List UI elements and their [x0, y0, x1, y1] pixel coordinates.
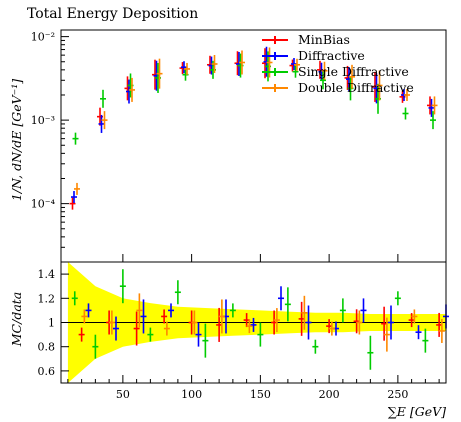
y-tick-label: 10⁻²: [31, 31, 55, 44]
x-tick-label: 150: [250, 388, 271, 401]
ratio-panel: 0.6 0.8 1 1.2 1.4 50 100 150 200 250: [38, 261, 449, 401]
y-tick-label: 10⁻⁴: [31, 198, 56, 211]
x-axis-label: ∑E [GeV]: [388, 404, 446, 419]
legend-label: MinBias: [298, 32, 350, 47]
chart-title: Total Energy Deposition: [27, 6, 198, 22]
legend-label: Single Diffractive: [298, 64, 409, 79]
x-tick-label: 50: [116, 388, 130, 401]
y-tick-label: 10⁻³: [31, 114, 55, 127]
ratio-y-tick-label: 0.8: [38, 341, 56, 354]
main-panel: 10⁻⁴ 10⁻³ 10⁻²: [31, 29, 447, 263]
x-tick-label: 250: [387, 388, 408, 401]
x-tick-label: 200: [319, 388, 340, 401]
x-tick-label: 100: [181, 388, 202, 401]
ratio-y-tick-label: 0.6: [38, 365, 56, 378]
legend-label: Diffractive: [298, 48, 365, 63]
ratio-y-tick-label: 1.4: [38, 268, 56, 281]
ratio-y-tick-label: 1: [48, 317, 55, 330]
main-y-axis-label: 1/N, dN/dE [GeV⁻¹]: [9, 79, 24, 201]
legend-label: Double Diffractive: [298, 80, 414, 95]
ratio-y-tick-label: 1.2: [38, 292, 56, 305]
ratio-y-axis-label: MC/data: [9, 292, 24, 348]
